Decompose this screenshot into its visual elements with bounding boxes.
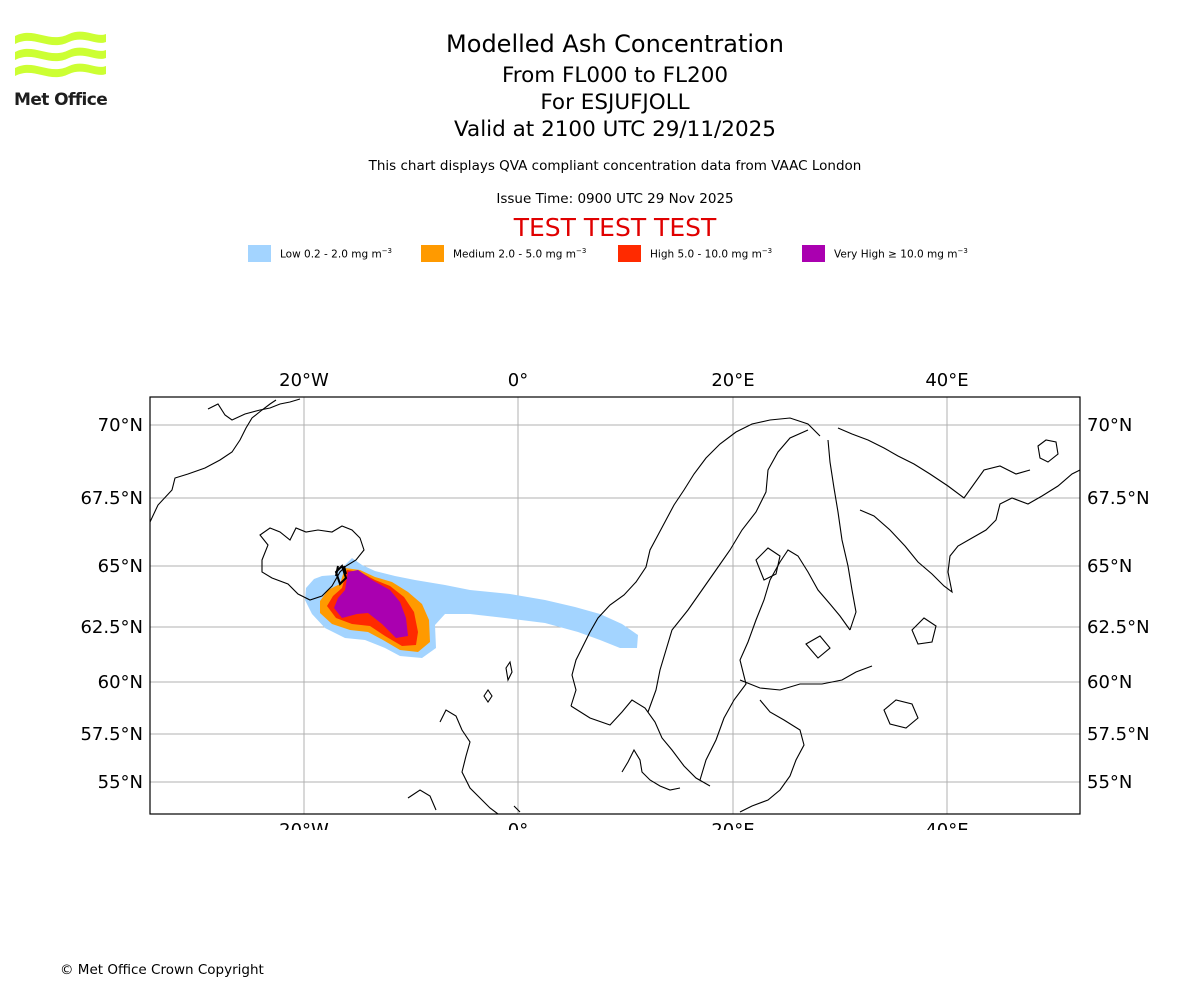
lon-label-top: 0° (508, 370, 528, 391)
kola-peninsula-coast (837, 427, 1031, 499)
lake-ladoga (883, 699, 919, 729)
sweden-norway-border (647, 429, 809, 713)
coastlines (150, 398, 1080, 814)
shetland-islands (505, 660, 513, 682)
lat-label-left: 60°N (98, 672, 143, 693)
copyright-notice: © Met Office Crown Copyright (60, 962, 264, 978)
chart-title: Modelled Ash Concentration (446, 30, 784, 58)
legend-label-low: Low 0.2 - 2.0 mg m−3 (280, 247, 393, 261)
lat-label-right: 57.5°N (1087, 724, 1150, 745)
lat-label-left: 62.5°N (80, 617, 143, 638)
lon-label-top: 20°E (711, 370, 754, 391)
ash-map: 20°W 0° 20°E 40°E 20°W 0° 20°E 40°E 70°N… (80, 370, 1150, 830)
longitude-labels-bottom: 20°W 0° 20°E 40°E (279, 820, 968, 830)
legend-label-high: High 5.0 - 10.0 mg m−3 (650, 247, 773, 261)
lat-label-left: 55°N (98, 772, 143, 793)
white-sea-coast (859, 469, 1080, 594)
legend-swatch-medium (421, 245, 444, 262)
longitude-labels-top: 20°W 0° 20°E 40°E (279, 370, 968, 391)
test-banner: TEST TEST TEST (513, 213, 717, 242)
lat-label-left: 65°N (98, 556, 143, 577)
ash-very-high-area (334, 570, 408, 638)
lon-label-bottom: 20°E (711, 820, 754, 830)
lat-label-right: 65°N (1087, 556, 1132, 577)
scotland-coast (439, 709, 499, 814)
met-office-logo: Met Office (14, 30, 108, 112)
finland-russia-border (827, 439, 857, 631)
qva-note: This chart displays QVA compliant concen… (368, 158, 862, 174)
lon-label-bottom: 20°W (279, 820, 329, 830)
flight-level-range: From FL000 to FL200 (501, 63, 729, 88)
lat-label-left: 57.5°N (80, 724, 143, 745)
onega-lake (911, 617, 937, 645)
faroe-islands (483, 689, 493, 703)
issue-time: Issue Time: 0900 UTC 29 Nov 2025 (496, 191, 734, 207)
volcano-name: For ESJUFJOLL (540, 90, 690, 115)
legend-swatch-very-high (802, 245, 825, 262)
denmark-coast (621, 748, 681, 791)
lat-label-left: 67.5°N (80, 488, 143, 509)
lon-label-bottom: 40°E (925, 820, 968, 830)
iceland-coast (259, 525, 365, 601)
baltic-states-coast (739, 699, 805, 813)
met-office-wordmark: Met Office (14, 90, 108, 110)
baltic-east-coast (739, 665, 873, 691)
map-background (150, 397, 1080, 814)
north-sea-south-coast (407, 789, 521, 813)
finnish-lakes (755, 547, 831, 659)
svalbard-south-coast (207, 398, 301, 421)
latitude-labels-left: 70°N 67.5°N 65°N 62.5°N 60°N 57.5°N 55°N (80, 415, 143, 793)
legend: Low 0.2 - 2.0 mg m−3 Medium 2.0 - 5.0 mg… (248, 244, 1008, 264)
scandinavia-south-coast (570, 699, 711, 787)
lon-label-top: 40°E (925, 370, 968, 391)
met-office-waves-icon (15, 31, 106, 78)
lat-label-right: 67.5°N (1087, 488, 1150, 509)
lat-label-right: 62.5°N (1087, 617, 1150, 638)
legend-swatch-low (248, 245, 271, 262)
map-frame (149, 396, 1081, 815)
norway-coast (570, 417, 821, 707)
lat-label-right: 70°N (1087, 415, 1132, 436)
greenland-coast (150, 399, 277, 523)
lat-label-left: 70°N (98, 415, 143, 436)
legend-label-medium: Medium 2.0 - 5.0 mg m−3 (453, 247, 587, 261)
lon-label-top: 20°W (279, 370, 329, 391)
ash-contours (305, 558, 638, 658)
lat-label-right: 60°N (1087, 672, 1132, 693)
legend-swatch-high (618, 245, 641, 262)
novaya-zemlya-island (1037, 439, 1059, 463)
lon-label-bottom: 0° (508, 820, 528, 830)
gulf-of-bothnia-coast (699, 549, 851, 781)
lat-label-right: 55°N (1087, 772, 1132, 793)
latitude-labels-right: 70°N 67.5°N 65°N 62.5°N 60°N 57.5°N 55°N (1087, 415, 1150, 793)
legend-label-very-high: Very High ≥ 10.0 mg m−3 (834, 247, 968, 261)
valid-time: Valid at 2100 UTC 29/11/2025 (453, 117, 776, 142)
volcano-marker (334, 564, 348, 586)
